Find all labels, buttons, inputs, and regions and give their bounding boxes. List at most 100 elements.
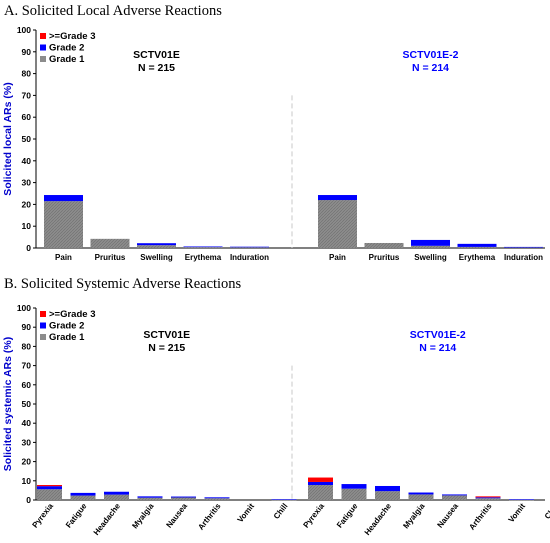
bar-segment [457,243,497,247]
bar-segment [37,486,62,490]
category-label: Arthritis [467,501,494,531]
bar-segment [171,496,196,498]
bar-segment [230,247,269,248]
bar-segment [408,494,434,500]
bar-segment [475,497,501,499]
bar-segment [509,499,534,500]
y-tick-label: 60 [22,112,32,122]
y-tick-label: 50 [22,134,32,144]
category-label: Myalgia [130,501,155,530]
bar-segment [44,201,83,248]
category-label: Induration [504,253,543,262]
y-tick-label: 0 [26,243,31,253]
bar-segment [204,498,230,500]
category-label: Erythema [185,253,222,262]
bar-segment [37,489,62,500]
bar-segment [341,488,367,500]
legend-swatch [40,322,46,329]
legend-swatch [40,33,46,39]
category-label: Nausea [435,501,460,529]
y-tick-label: 40 [22,156,32,166]
legend-swatch [40,334,46,340]
bar-segment [364,242,404,248]
legend-swatch [40,311,46,317]
group-n-label: N = 215 [148,342,185,354]
y-tick-label: 30 [22,437,32,447]
legend-swatch [40,56,46,62]
bar-segment [308,485,333,500]
bar-segment [509,499,534,501]
y-tick-label: 70 [22,90,32,100]
bar-segment [90,238,130,248]
bar-segment [375,491,400,500]
y-tick-label: 100 [17,25,31,35]
bar-segment [137,496,163,498]
y-tick-label: 30 [22,178,32,188]
category-label: Swelling [140,253,173,262]
bar-segment [271,499,297,500]
category-label: Erythema [459,253,496,262]
bar-segment [204,497,230,499]
y-tick-label: 50 [22,399,32,409]
bar-segment [504,247,543,248]
bar-segment [504,246,543,248]
bar-segment [171,497,196,500]
bar-segment [70,492,96,496]
legend-label: Grade 2 [49,321,84,332]
chart-panel-a: A. Solicited Local Adverse Reactions Soli… [2,3,545,262]
bar-segment [442,495,467,500]
y-tick-label: 0 [26,495,31,505]
bar-segment [308,481,333,486]
category-label: Vomit [507,501,528,524]
y-tick-label: 80 [22,341,32,351]
category-label: Fatigue [335,501,360,529]
category-label: Pruritus [95,253,126,262]
bar-segment [442,494,467,496]
y-axis-title: Solicited local ARs (%) [2,82,14,195]
y-axis-title: Solicited systemic ARs (%) [2,337,14,471]
group-name: SCTV01E-2 [402,49,458,61]
bar-segment [104,494,129,500]
y-tick-label: 10 [22,476,32,486]
bar-segment [411,239,450,246]
category-label: Headache [363,501,394,537]
category-label: Fatigue [64,501,89,529]
bar-segment [475,498,501,500]
bar-segment [137,497,163,500]
bar-segment [44,195,83,202]
category-label: Headache [92,501,123,537]
y-tick-label: 80 [22,69,32,79]
group-name: SCTV01E-2 [410,329,466,341]
category-label: Arthritis [196,501,223,531]
category-label: Induration [230,253,269,262]
y-tick-label: 60 [22,380,32,390]
y-tick-label: 100 [17,303,31,313]
bar-segment [230,246,269,248]
category-label: Pyrexia [30,501,55,529]
category-label: Pruritus [369,253,400,262]
category-label: Nausea [164,501,189,529]
group-n-label: N = 215 [138,62,175,74]
bar-segment [137,245,176,248]
y-tick-label: 20 [22,199,32,209]
bar-segment [411,245,450,248]
y-tick-label: 90 [22,47,32,57]
category-label: Pain [329,253,346,262]
panel-title: B. Solicited Systemic Adverse Reactions [4,276,242,292]
category-label: Pain [55,253,72,262]
panel-title: A. Solicited Local Adverse Reactions [4,3,222,19]
bar-segment [271,499,297,501]
y-tick-label: 70 [22,361,32,371]
chart-panel-b: B. Solicited Systemic Adverse Reactions S… [2,276,550,537]
bar-segment [318,200,357,248]
bar-segment [375,485,400,492]
bar-segment [341,484,367,489]
legend-label: Grade 2 [49,43,84,54]
bar-segment [104,491,129,495]
category-label: Chill [543,502,550,521]
category-label: Pyrexia [301,501,326,529]
bar-segment [70,495,96,500]
bar-segment [475,496,501,498]
legend-label: Grade 1 [49,332,85,343]
